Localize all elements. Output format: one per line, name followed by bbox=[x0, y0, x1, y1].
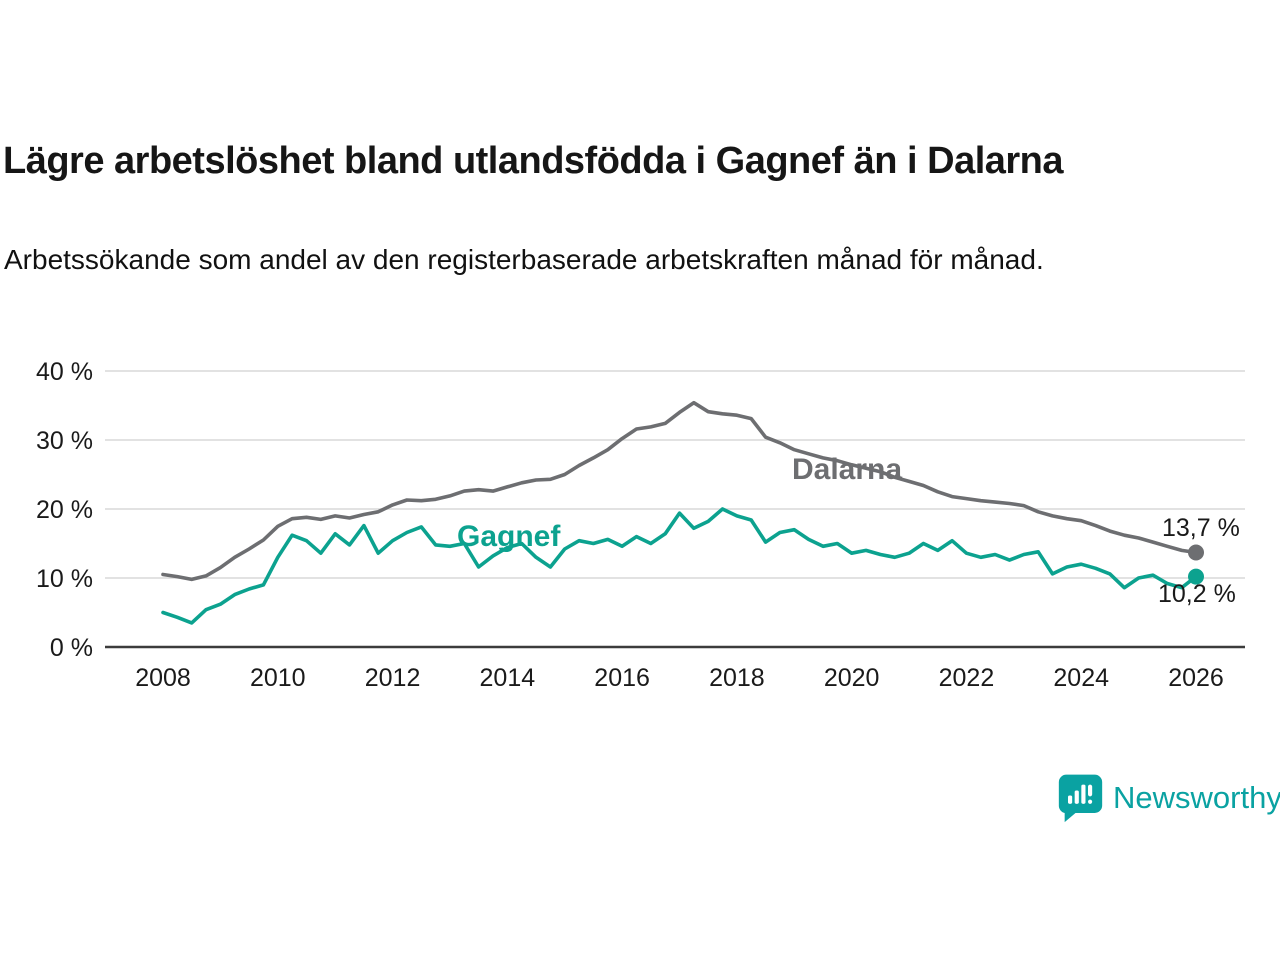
chart-subtitle: Arbetssökande som andel av den registerb… bbox=[4, 244, 1044, 275]
newsworthy-logo: Newsworthy bbox=[1057, 773, 1280, 823]
end-value-label-gagnef: 10,2 % bbox=[1158, 580, 1236, 608]
svg-text:10 %: 10 % bbox=[36, 565, 93, 593]
series-label-dalarna: Dalarna bbox=[792, 453, 903, 486]
newsworthy-logo-text: Newsworthy bbox=[1113, 780, 1280, 815]
svg-text:2008: 2008 bbox=[135, 664, 191, 692]
svg-text:30 %: 30 % bbox=[36, 427, 93, 455]
svg-text:2018: 2018 bbox=[709, 664, 765, 692]
svg-text:2012: 2012 bbox=[365, 664, 421, 692]
svg-text:2016: 2016 bbox=[594, 664, 650, 692]
svg-text:2026: 2026 bbox=[1168, 664, 1224, 692]
svg-text:40 %: 40 % bbox=[36, 358, 93, 386]
svg-text:2014: 2014 bbox=[480, 664, 536, 692]
page-title: Lägre arbetslöshet bland utlandsfödda i … bbox=[3, 140, 1064, 182]
svg-text:2010: 2010 bbox=[250, 664, 306, 692]
newsworthy-logo-icon bbox=[1058, 774, 1103, 823]
svg-text:2024: 2024 bbox=[1053, 664, 1109, 692]
svg-text:2022: 2022 bbox=[939, 664, 995, 692]
svg-text:2020: 2020 bbox=[824, 664, 880, 692]
unemployment-line-chart: 0 % 10 % 20 % 30 % 40 % 2008 2010 2012 2014 2016 2… bbox=[36, 358, 1245, 692]
series-label-gagnef: Gagnef bbox=[457, 520, 561, 553]
end-value-label-dalarna: 13,7 % bbox=[1162, 514, 1240, 542]
svg-text:20 %: 20 % bbox=[36, 496, 93, 524]
svg-text:0 %: 0 % bbox=[50, 634, 93, 662]
